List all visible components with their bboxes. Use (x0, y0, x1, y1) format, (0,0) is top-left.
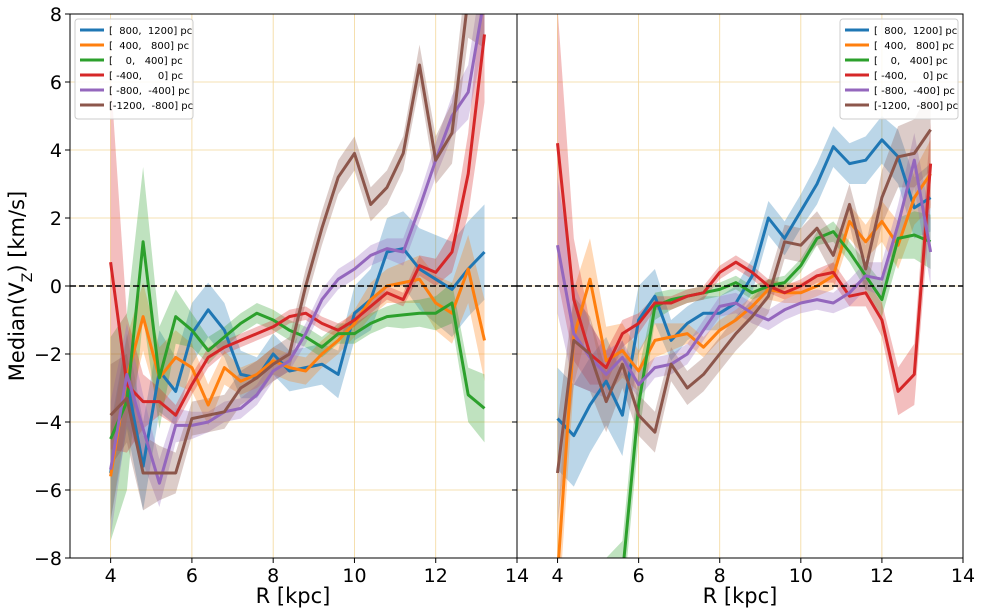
right-legend-label: [ 0, 400] pc (874, 56, 948, 67)
left-series-1-band (110, 235, 485, 521)
x-tick-label: 12 (870, 565, 894, 587)
right-series-3-band (557, 14, 931, 416)
right-legend-label: [ -400, 0] pc (874, 71, 948, 82)
right-x-axis-label: R [kpc] (703, 584, 778, 608)
right-series-3-line (556, 143, 933, 393)
right-panel: 4 6 8 10 12 14 R [kpc] [ 800, 1200] pc [ 400, … (512, 13, 975, 608)
right-series-5-band (557, 88, 931, 525)
x-tick-label: 4 (551, 565, 563, 587)
right-series-1-band (557, 139, 931, 558)
right-series-2-line (622, 230, 932, 558)
left-series-3-band (110, 14, 485, 453)
right-series-5-line (556, 128, 932, 474)
left-y-axis-label: Median(VZ) [km/s] (5, 191, 36, 381)
right-ticks: 4 6 8 10 12 14 (512, 13, 975, 587)
right-series-0-band (557, 116, 931, 487)
left-legend: [ 800, 1200] pc [ 400, 800] pc [ 0, 400] p… (74, 18, 194, 120)
left-legend-label: [ -800, -400] pc (109, 86, 190, 97)
right-legend-box (839, 18, 959, 120)
left-panel: 4 6 8 10 12 14 −8 −6 −4 −2 0 2 4 6 8 R [kpc] Median(VZ… (5, 4, 529, 608)
right-legend-label: [-1200, -800] pc (874, 101, 958, 112)
y-tick-label: 6 (50, 72, 62, 94)
x-tick-label: 12 (424, 565, 448, 587)
y-tick-label: 8 (50, 4, 62, 26)
left-legend-box (74, 18, 194, 120)
y-tick-label: 4 (50, 140, 62, 162)
right-legend-label: [ -800, -400] pc (874, 86, 955, 97)
x-tick-label: 6 (186, 565, 198, 587)
left-ticks: 4 6 8 10 12 14 −8 −6 −4 −2 0 2 4 6 8 (34, 4, 529, 587)
y-tick-label: 0 (50, 276, 62, 298)
right-series-4-line (556, 158, 933, 387)
y-tick-label: −8 (34, 548, 62, 570)
y-axis-label-tail: ) [km/s] (5, 191, 29, 273)
right-legend-label: [ 800, 1200] pc (874, 26, 957, 37)
left-legend-label: [ -400, 0] pc (109, 71, 183, 82)
x-tick-label: 14 (505, 565, 529, 587)
left-series-1-line (109, 267, 486, 477)
y-tick-label: −6 (34, 480, 62, 502)
x-tick-label: 8 (267, 565, 279, 587)
left-x-axis-label: R [kpc] (256, 584, 331, 608)
left-data (109, 14, 486, 541)
y-tick-label: −2 (34, 344, 62, 366)
y-axis-label-main: Median(V (5, 282, 29, 382)
y-tick-label: 2 (50, 208, 62, 230)
left-series-5-line (109, 14, 468, 475)
x-tick-label: 10 (789, 565, 813, 587)
x-tick-label: 4 (105, 565, 117, 587)
right-legend: [ 800, 1200] pc [ 400, 800] pc [ 0, 400] p… (839, 18, 959, 120)
x-tick-label: 8 (714, 565, 726, 587)
left-legend-label: [-1200, -800] pc (109, 101, 193, 112)
right-data (556, 14, 933, 558)
y-tick-label: −4 (34, 412, 62, 434)
x-tick-label: 6 (633, 565, 645, 587)
left-legend-label: [ 0, 400] pc (109, 56, 183, 67)
left-series-2-line (109, 240, 486, 440)
left-series-4-line (109, 14, 484, 485)
y-axis-label-subscript: Z (20, 273, 36, 283)
right-series-1-line (557, 172, 932, 558)
right-legend-label: [ 400, 800] pc (874, 41, 954, 52)
left-legend-label: [ 800, 1200] pc (109, 26, 192, 37)
left-legend-label: [ 400, 800] pc (109, 41, 189, 52)
left-series-5-band (110, 14, 485, 511)
x-tick-label: 10 (342, 565, 366, 587)
left-series-0-band (110, 204, 485, 521)
x-tick-label: 14 (951, 565, 975, 587)
